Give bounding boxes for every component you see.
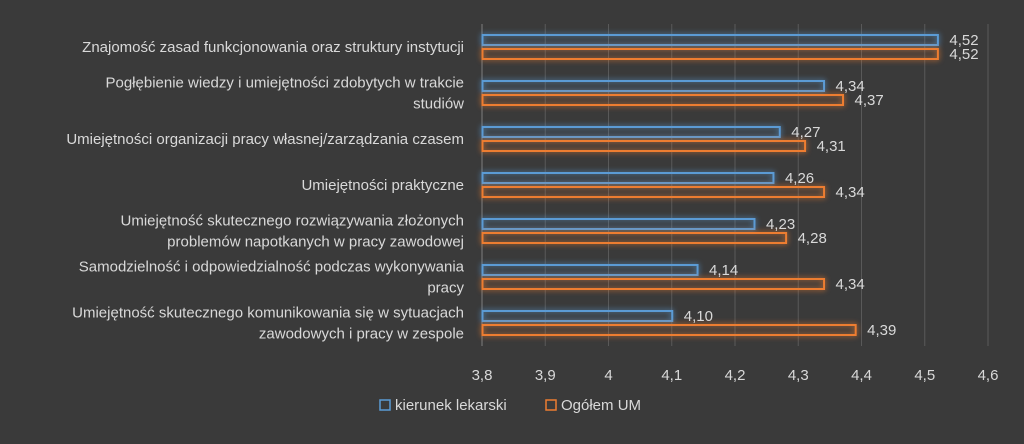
x-tick-label: 3,8 [472,367,493,384]
category-label: Umiejętności organizacji pracy własnej/z… [66,131,464,148]
data-label: 4,28 [798,230,827,247]
category-label: Umiejętności praktyczne [301,177,464,194]
data-label: 4,34 [836,184,865,201]
data-label: 4,23 [766,216,795,233]
data-label: 4,52 [949,46,978,63]
x-tick-label: 4,2 [725,367,746,384]
legend-swatch [545,399,557,411]
bar-ogolem-um [481,278,826,290]
x-tick-label: 4,4 [851,367,872,384]
data-label: 4,27 [791,124,820,141]
gridlines [481,24,989,346]
bar-kierunek-lekarski [481,172,775,184]
data-labels: 4,524,524,344,374,274,314,264,344,234,28… [684,32,979,339]
category-label: zawodowych i pracy w zespole [259,326,464,343]
data-label: 4,14 [709,262,738,279]
bar-ogolem-um [481,186,826,198]
data-label: 4,31 [817,138,846,155]
category-label: Pogłębienie wiedzy i umiejętności zdobyt… [105,75,464,92]
category-label: pracy [427,280,464,297]
category-label: studiów [413,96,464,113]
bar-kierunek-lekarski [481,126,781,138]
data-label: 4,26 [785,170,814,187]
bar-ogolem-um [481,94,845,106]
legend-label: kierunek lekarski [395,397,507,414]
legend: kierunek lekarski Ogółem UM [379,397,641,414]
data-label: 4,34 [836,78,865,95]
bar-ogolem-um [481,140,807,152]
category-labels: Znajomość zasad funkcjonowania oraz stru… [66,39,464,343]
bars [481,34,939,336]
bar-ogolem-um [481,324,857,336]
category-label: Samodzielność i odpowiedzialność podczas… [79,259,465,276]
data-label: 4,37 [855,92,884,109]
data-label: 4,34 [836,276,865,293]
category-label: Umiejętność skutecznego rozwiązywania zł… [121,213,465,230]
category-label: problemów napotkanych w pracy zawodowej [167,234,464,251]
x-tick-label: 4,3 [788,367,809,384]
bar-kierunek-lekarski [481,310,674,322]
bar-kierunek-lekarski [481,218,756,230]
bar-kierunek-lekarski [481,34,939,46]
bar-kierunek-lekarski [481,264,699,276]
legend-swatch [379,399,391,411]
category-label: Znajomość zasad funkcjonowania oraz stru… [82,39,464,56]
x-tick-label: 4,6 [978,367,999,384]
data-label: 4,52 [949,32,978,49]
x-tick-label: 4,5 [914,367,935,384]
data-label: 4,10 [684,308,713,325]
x-tick-label: 4,1 [661,367,682,384]
x-axis-tick-labels: 3,8 3,9 4 4,1 4,2 4,3 4,4 4,5 4,6 [472,367,999,384]
category-label: Umiejętność skutecznego komunikowania si… [72,305,464,322]
bar-ogolem-um [481,48,939,60]
bar-kierunek-lekarski [481,80,826,92]
x-tick-label: 4 [604,367,612,384]
legend-label: Ogółem UM [561,397,641,414]
data-label: 4,39 [867,322,896,339]
x-tick-label: 3,9 [535,367,556,384]
bar-ogolem-um [481,232,788,244]
